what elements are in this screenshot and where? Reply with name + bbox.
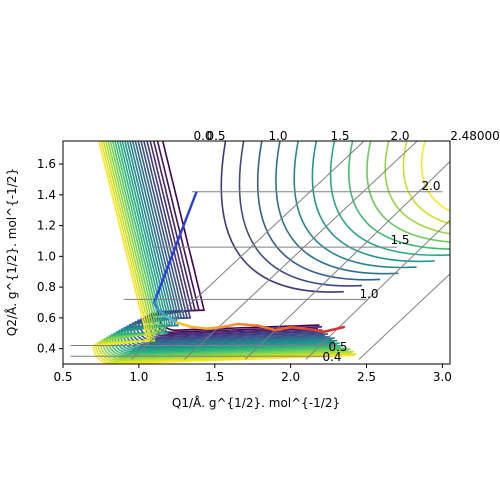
x-tick-label: 1.5 xyxy=(205,370,224,384)
x-axis-label: Q1/Å. g^{1/2}. mol^{-1/2} xyxy=(172,395,340,410)
grid-right-labels: 0.40.5 1.0 1.5 2.0 xyxy=(322,179,440,364)
reaction-path-segment xyxy=(152,293,159,304)
contour-line xyxy=(108,141,341,356)
contour-line xyxy=(293,141,417,269)
reaction-path-segment xyxy=(255,324,277,332)
reaction-path-segment xyxy=(289,325,308,330)
contour-line xyxy=(329,141,450,257)
contour-line xyxy=(92,141,355,364)
contour-line xyxy=(402,141,450,225)
y-tick-label: 0.4 xyxy=(37,342,56,356)
contour-line xyxy=(366,141,450,243)
contour-line xyxy=(131,141,326,343)
y-tick-label: 1.2 xyxy=(37,219,56,233)
grid-line xyxy=(305,219,450,360)
contour-line xyxy=(238,141,363,287)
y-axis-label: Q2/Å. g^{1/2}. mol^{-1/2} xyxy=(4,168,19,336)
reaction-path-segment xyxy=(190,325,209,330)
y-tick-label: 1.0 xyxy=(37,249,56,263)
grid-top-label: 0.5 xyxy=(206,129,225,143)
contour-line xyxy=(99,141,354,361)
grid-top-label: 2.0 xyxy=(390,129,409,143)
contour-line xyxy=(347,141,450,250)
reaction-path-segment xyxy=(322,325,346,334)
x-axis-ticks: 0.5 1.0 1.5 2.0 2.5 3.0 xyxy=(53,364,452,384)
contour-line xyxy=(156,141,320,332)
contour-line xyxy=(311,141,435,263)
grid-line xyxy=(130,141,365,360)
reaction-path-segment xyxy=(274,325,292,332)
contour-line xyxy=(384,141,450,235)
grid-line xyxy=(184,141,418,360)
contour-line xyxy=(106,141,346,357)
skew-grid xyxy=(70,141,450,360)
x-tick-label: 3.0 xyxy=(433,370,452,384)
grid-line xyxy=(244,160,450,360)
grid-right-label: 1.0 xyxy=(359,287,378,301)
grid-top-labels: 0.00.5 1.0 1.5 2.0 2.48000 xyxy=(193,129,499,143)
contour-line xyxy=(103,141,351,359)
reaction-path-segment xyxy=(155,307,168,318)
reaction-path-segment xyxy=(155,191,198,296)
contour-line xyxy=(120,141,338,349)
contour-line xyxy=(140,141,327,339)
contour-line xyxy=(275,141,399,275)
y-tick-label: 1.6 xyxy=(37,157,56,171)
contour-line xyxy=(220,141,344,293)
reaction-path-segment xyxy=(164,315,179,324)
reaction-path xyxy=(152,191,346,334)
contour-line xyxy=(420,141,450,212)
grid-right-label: 1.5 xyxy=(390,233,409,247)
x-tick-label: 2.5 xyxy=(357,370,376,384)
grid-right-label: 2.0 xyxy=(421,179,440,193)
reaction-path-segment xyxy=(221,322,239,329)
grid-right-label: 0.5 xyxy=(328,340,347,354)
grid-top-label: 1.5 xyxy=(330,129,349,143)
contour-line xyxy=(94,141,357,364)
reaction-path-segment xyxy=(175,321,194,329)
contour-line xyxy=(147,141,319,335)
contour-line xyxy=(110,141,343,355)
x-tick-label: 1.0 xyxy=(129,370,148,384)
grid-top-label: 2.48000 xyxy=(450,129,500,143)
plot-frame xyxy=(62,140,451,365)
y-tick-label: 0.8 xyxy=(37,280,56,294)
y-tick-label: 1.4 xyxy=(37,188,56,202)
reaction-path-segment xyxy=(236,322,259,327)
grid-line xyxy=(358,273,450,360)
grid-top-label: 0.0 xyxy=(193,129,212,143)
contour-line xyxy=(143,141,323,337)
contour-line xyxy=(256,141,381,281)
reaction-path-segment xyxy=(205,325,224,330)
grid-right-label: 0.4 xyxy=(322,350,341,364)
x-tick-label: 0.5 xyxy=(53,370,72,384)
y-tick-label: 0.6 xyxy=(37,311,56,325)
x-tick-label: 2.0 xyxy=(281,370,300,384)
grid-top-label: 1.0 xyxy=(268,129,287,143)
y-axis-ticks: 0.4 0.6 0.8 1.0 1.2 1.4 1.6 xyxy=(37,157,63,356)
contour-line xyxy=(101,141,349,360)
reaction-path-segment xyxy=(304,327,326,334)
